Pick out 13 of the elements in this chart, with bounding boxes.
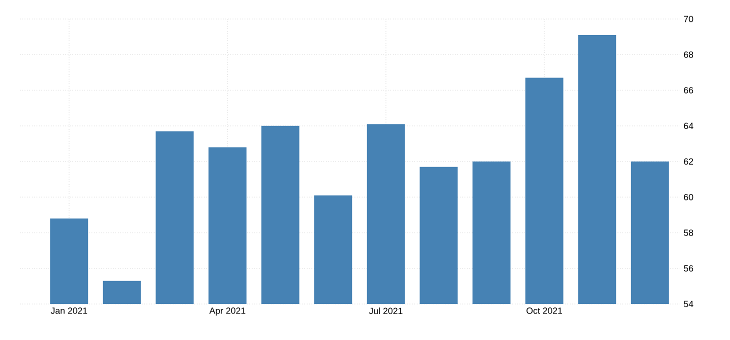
y-tick-label: 62 (684, 158, 694, 165)
y-tick-label: 68 (684, 51, 694, 58)
y-tick-label: 56 (684, 265, 694, 272)
x-tick-label: Oct 2021 (526, 308, 562, 314)
y-tick-label: 64 (684, 122, 694, 130)
y-tick-label: 54 (684, 300, 694, 308)
y-tick-label: 58 (684, 230, 694, 236)
y-tick-label: 60 (684, 194, 694, 200)
y-tick-label: 66 (684, 87, 694, 94)
x-tick-label: Jan 2021 (50, 308, 88, 314)
y-tick-label: 70 (684, 16, 694, 22)
x-tick-label: Jul 2021 (369, 308, 402, 314)
x-tick-label: Apr 2021 (209, 308, 246, 316)
